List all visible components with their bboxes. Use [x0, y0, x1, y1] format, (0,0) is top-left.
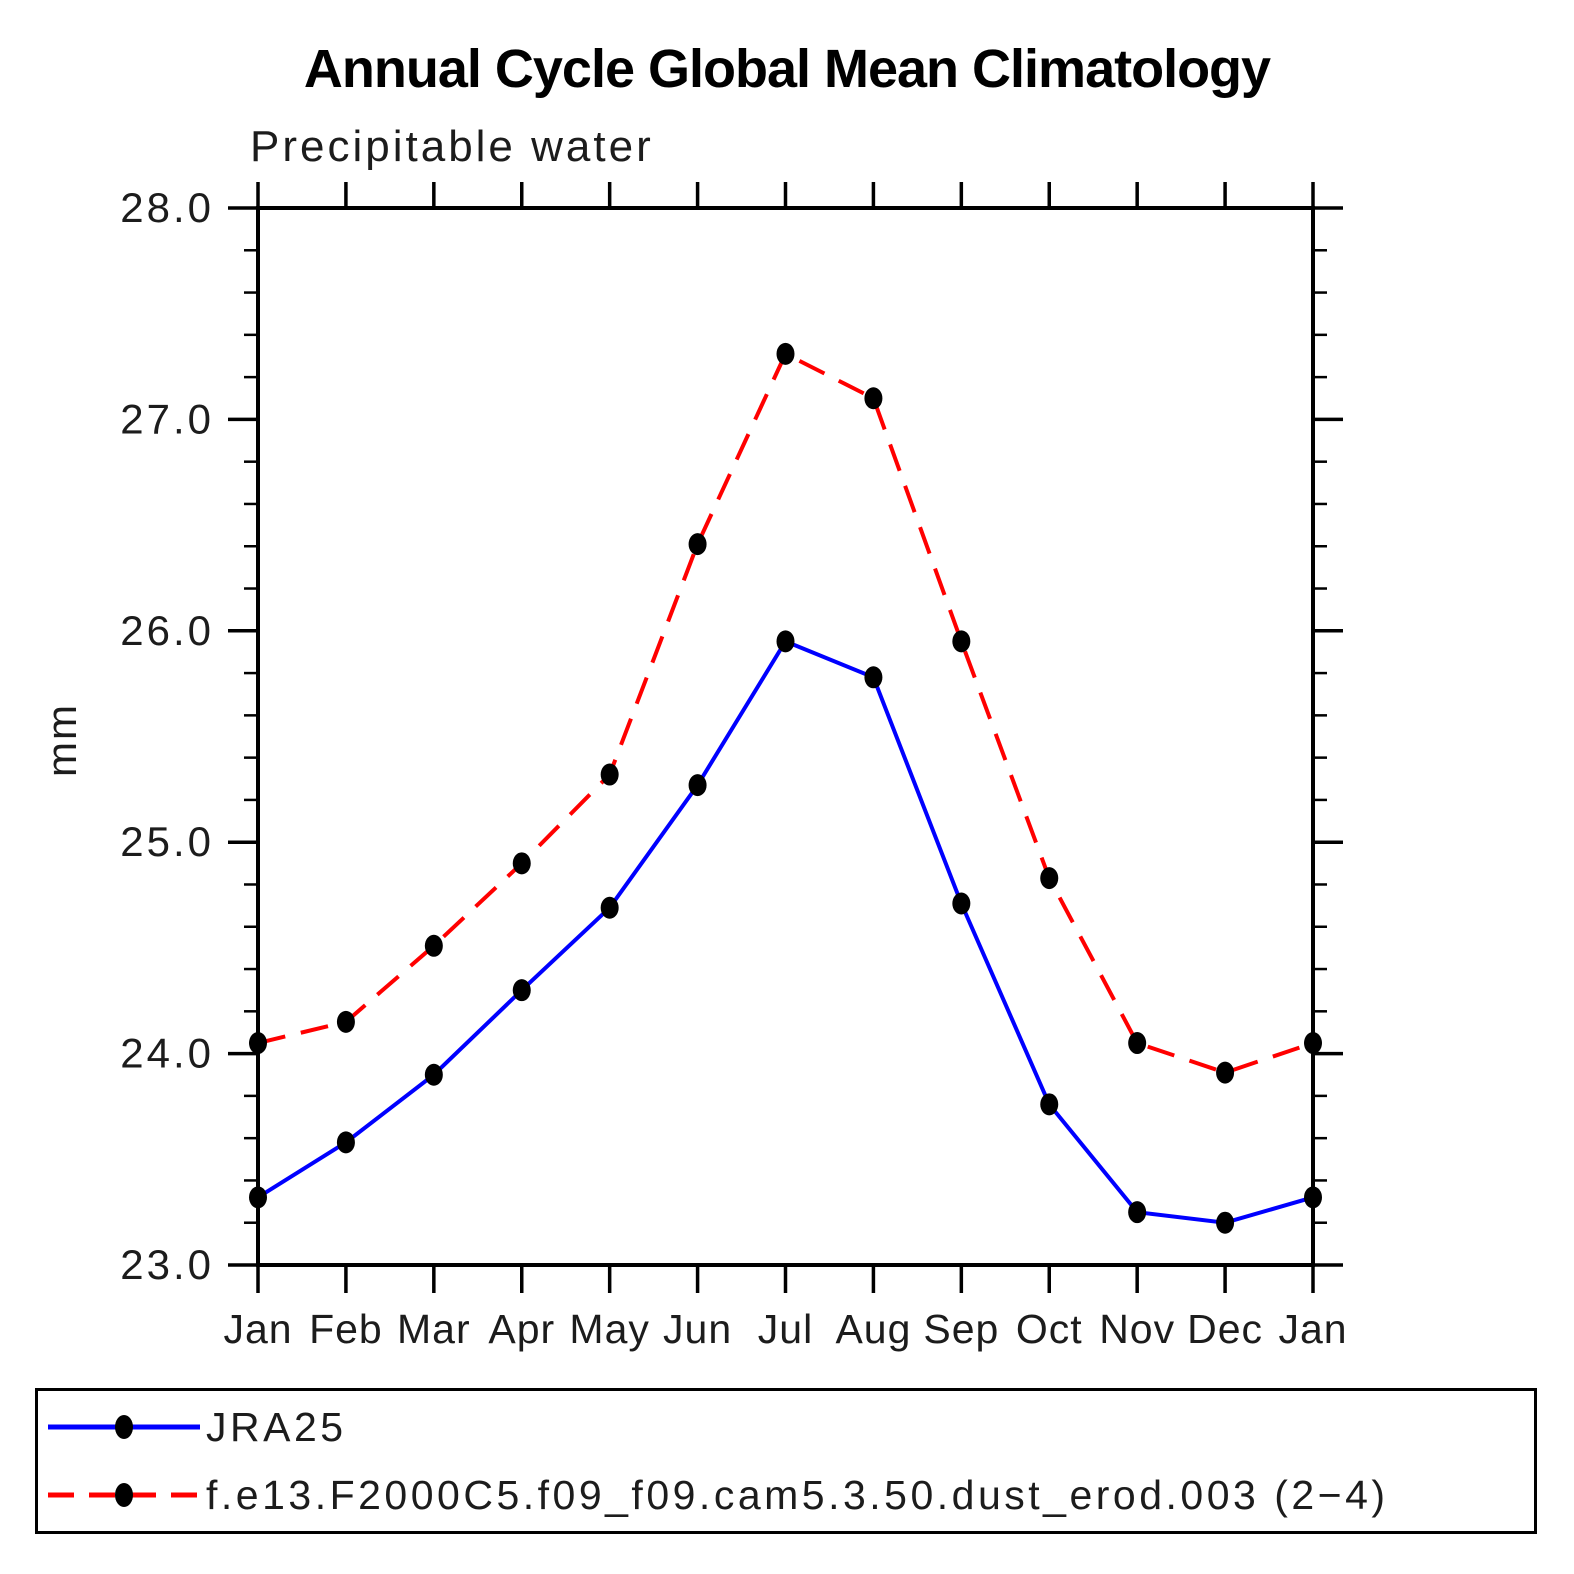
series-model [249, 342, 1322, 1084]
x-tick-label: Dec [1187, 1306, 1263, 1352]
data-point-marker [1304, 1032, 1322, 1055]
chart-subtitle: Precipitable water [250, 122, 654, 171]
data-point-marker [600, 763, 619, 786]
x-tick-label: Jan [1278, 1306, 1347, 1352]
data-point-marker [776, 342, 795, 365]
series-line-jra25 [256, 638, 1314, 1225]
data-point-marker [864, 666, 883, 689]
legend-label-jra25: JRA25 [206, 1403, 347, 1450]
y-tick-label: 26.0 [120, 607, 214, 654]
x-tick-label: Jul [758, 1306, 813, 1352]
data-point-marker [249, 1032, 267, 1055]
x-tick-label: Sep [923, 1306, 999, 1352]
x-tick-label: Nov [1099, 1306, 1175, 1352]
data-point-marker [688, 774, 707, 797]
legend-marker-dot [115, 1483, 133, 1507]
data-point-marker [1128, 1201, 1147, 1224]
data-point-marker [952, 630, 971, 653]
x-tick-label: Apr [488, 1306, 555, 1352]
series-jra25 [249, 630, 1322, 1234]
data-point-marker [336, 1131, 355, 1154]
data-point-marker [952, 892, 971, 915]
data-point-marker [1040, 1093, 1059, 1116]
legend-swatch-jra25-line-icon [48, 1415, 200, 1439]
x-tick-label: Oct [1016, 1306, 1083, 1352]
legend-row-jra25: JRA25 [38, 1395, 1534, 1459]
data-point-marker [1304, 1186, 1322, 1209]
data-point-marker [512, 979, 531, 1002]
data-point-marker [512, 852, 531, 875]
legend-box: JRA25 f.e13.F2000C5.f09_f09.cam5.3.50.du… [35, 1388, 1537, 1534]
x-tick-label: Jan [223, 1306, 292, 1352]
data-point-marker [1216, 1061, 1235, 1084]
x-tick-label: Aug [835, 1306, 911, 1352]
data-point-marker [424, 934, 443, 957]
legend-row-model: f.e13.F2000C5.f09_f09.cam5.3.50.dust_ero… [38, 1463, 1534, 1527]
data-point-marker [1128, 1032, 1147, 1055]
legend-marker-dot [115, 1415, 133, 1439]
plot-frame [256, 206, 1315, 1267]
data-point-marker [600, 896, 619, 919]
x-tick-label: May [569, 1306, 649, 1352]
legend-swatch-model-line-icon [48, 1483, 200, 1507]
x-tick-label: Feb [309, 1306, 383, 1352]
x-tick-label: Mar [397, 1306, 471, 1352]
data-point-marker [336, 1010, 355, 1033]
y-tick-label: 27.0 [120, 395, 214, 442]
data-point-marker [1040, 867, 1059, 890]
x-tick-label: Jun [663, 1306, 732, 1352]
chart-title: Annual Cycle Global Mean Climatology [303, 39, 1271, 99]
legend-label-model: f.e13.F2000C5.f09_f09.cam5.3.50.dust_ero… [206, 1471, 1389, 1518]
data-point-marker [1216, 1211, 1235, 1234]
data-point-marker [424, 1063, 443, 1086]
data-point-marker [688, 533, 707, 556]
data-point-marker [776, 630, 795, 653]
y-tick-label: 24.0 [120, 1030, 214, 1077]
data-point-marker [864, 387, 883, 410]
series-line-model [257, 351, 1314, 1075]
axes: 23.0 24.0 25.0 26.0 27.0 28.0 Jan Feb Mar Apr May J… [120, 182, 1347, 1352]
y-tick-label: 28.0 [120, 184, 214, 231]
y-tick-label: 23.0 [120, 1241, 214, 1288]
data-point-marker [249, 1186, 267, 1209]
y-tick-label: 25.0 [120, 818, 214, 865]
